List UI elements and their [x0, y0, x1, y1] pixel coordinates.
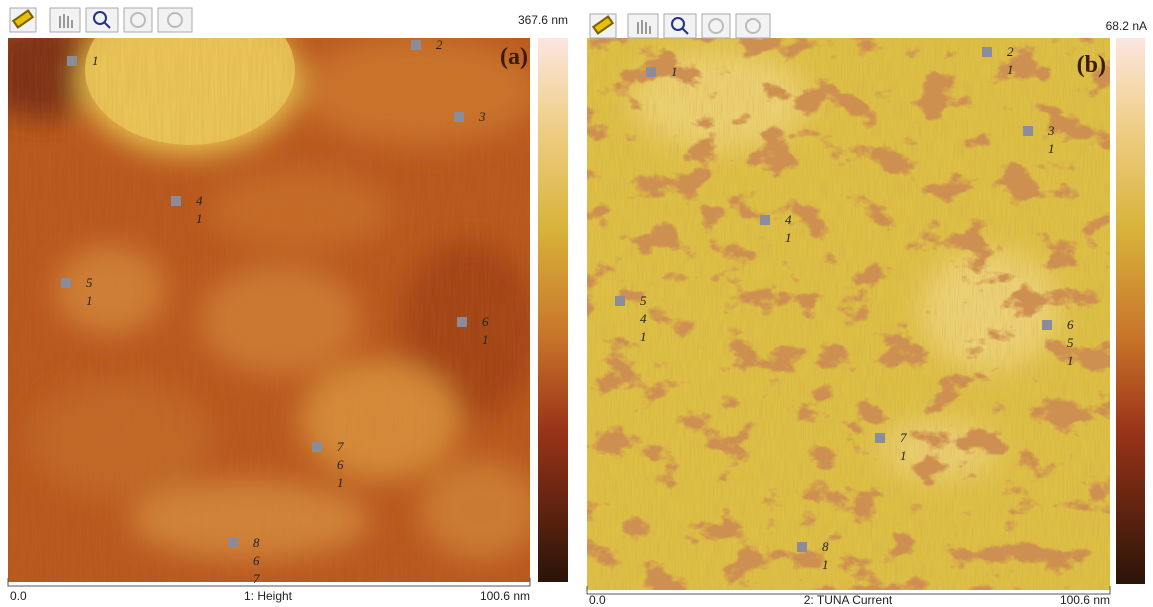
marker-label: 6: [482, 314, 489, 329]
marker-label: 4: [196, 193, 203, 208]
zoom-out-button[interactable]: [736, 14, 770, 38]
marker: [61, 278, 71, 288]
height-image: [0, 0, 540, 582]
zoom-out-button[interactable]: [158, 8, 192, 32]
current-image: [587, 38, 1110, 590]
marker-label: 5: [86, 275, 93, 290]
scale-max: 68.2 nA: [1106, 19, 1147, 33]
marker: [228, 538, 238, 548]
marker-label: 1: [1067, 353, 1074, 368]
marker-label: 4: [785, 212, 792, 227]
screenshot: 367.6 nm 68.2 nA (a) (b) 0.0 1: Height 1…: [0, 0, 1153, 607]
zoom-in-button[interactable]: [702, 14, 730, 38]
marker: [1023, 126, 1033, 136]
toolbar: [10, 8, 770, 38]
marker-label: 1: [482, 332, 489, 347]
marker: [797, 542, 807, 552]
panel-label: (a): [500, 44, 528, 70]
scale-max: 367.6 nm: [518, 13, 568, 27]
marker-label: 6: [1067, 317, 1074, 332]
caption: 1: Height: [244, 589, 293, 603]
marker-label: 7: [337, 439, 344, 454]
color-scale: [1116, 38, 1145, 584]
marker-label: 7: [900, 430, 907, 445]
marker-label: 1: [1007, 62, 1014, 77]
marker: [646, 67, 656, 77]
marker-label: 7: [253, 571, 260, 586]
x-start: 0.0: [589, 593, 606, 607]
marker-label: 6: [253, 553, 260, 568]
x-end: 100.6 nm: [480, 589, 530, 603]
marker: [171, 196, 181, 206]
marker-label: 5: [1067, 335, 1074, 350]
marker: [982, 47, 992, 57]
marker-label: 2: [436, 37, 443, 52]
marker: [457, 317, 467, 327]
marker-label: 1: [196, 211, 203, 226]
zoom-in-button[interactable]: [124, 8, 152, 32]
marker-label: 3: [478, 109, 486, 124]
marker: [760, 215, 770, 225]
marker-label: 8: [253, 535, 260, 550]
caption: 2: TUNA Current: [804, 593, 893, 607]
marker: [67, 56, 77, 66]
x-end: 100.6 nm: [1060, 593, 1110, 607]
marker-label: 1: [337, 475, 344, 490]
marker: [615, 296, 625, 306]
marker-label: 1: [92, 53, 99, 68]
marker-label: 3: [1047, 123, 1055, 138]
marker: [1042, 320, 1052, 330]
marker: [875, 433, 885, 443]
marker-label: 1: [900, 448, 907, 463]
marker-label: 4: [640, 311, 647, 326]
marker-label: 1: [671, 64, 678, 79]
marker-label: 2: [1007, 44, 1014, 59]
marker: [454, 112, 464, 122]
marker-label: 5: [640, 293, 647, 308]
marker-label: 1: [822, 557, 829, 572]
panel-label: (b): [1077, 52, 1106, 78]
marker-label: 8: [822, 539, 829, 554]
x-start: 0.0: [10, 589, 27, 603]
marker: [312, 442, 322, 452]
marker-label: 1: [1048, 141, 1055, 156]
marker-label: 6: [337, 457, 344, 472]
marker: [411, 40, 421, 50]
color-scale: [538, 38, 568, 582]
marker-label: 1: [785, 230, 792, 245]
marker-label: 1: [640, 329, 647, 344]
marker-label: 1: [86, 293, 93, 308]
